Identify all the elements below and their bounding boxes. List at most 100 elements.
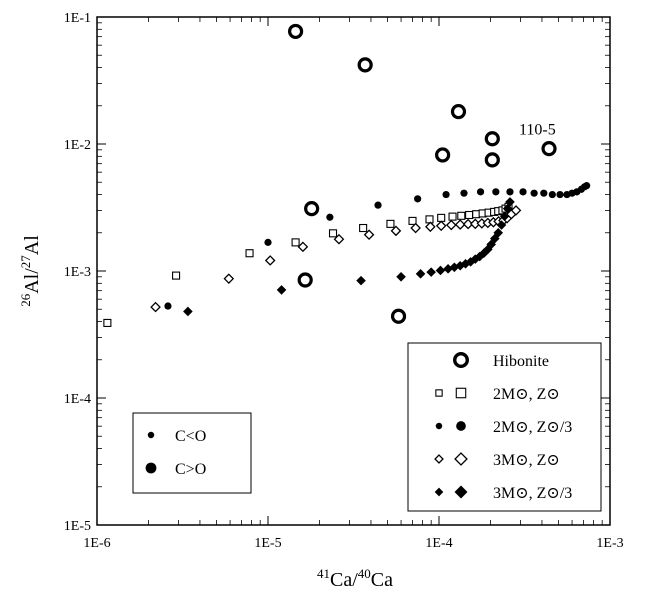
data-point [496, 220, 507, 230]
data-point [483, 244, 493, 255]
legend-marker-small [435, 389, 443, 397]
data-point-shape [164, 302, 172, 310]
data-point-shape [435, 147, 451, 163]
data-point [414, 195, 422, 203]
x-axis-label-sup1: 41 [317, 566, 330, 581]
data-point [548, 190, 556, 199]
y-tick-label: 1E-4 [64, 392, 91, 407]
legend-marker-large-shape [454, 452, 468, 466]
data-point-shape [297, 241, 309, 253]
data-point [519, 188, 527, 196]
legend-label: C>O [175, 461, 206, 478]
data-point [455, 260, 465, 271]
data-point-shape [425, 215, 434, 224]
data-point-shape [519, 188, 527, 196]
data-point [287, 23, 304, 40]
series-open-diamond [150, 205, 522, 313]
data-point-shape [530, 189, 538, 197]
data-point [493, 227, 504, 238]
legend-marker-small-shape [435, 422, 443, 430]
legend-marker-small-shape [434, 487, 444, 497]
x-axis-label-base1: Ca/ [330, 569, 358, 591]
legend-marker-large-shape [454, 485, 468, 499]
data-point [363, 229, 375, 241]
legend-marker-large [454, 452, 468, 466]
data-point-shape [506, 188, 514, 196]
data-point-shape [328, 229, 338, 238]
data-point [390, 308, 407, 324]
y-tick-label: 1E-5 [64, 519, 91, 534]
x-tick-label: 1E-3 [596, 536, 623, 551]
data-point [530, 189, 538, 197]
data-point-shape [493, 227, 504, 238]
data-point-shape [103, 318, 112, 327]
data-point-shape [435, 265, 446, 276]
data-point-shape [326, 213, 334, 221]
x-axis-label-base2: Ca [371, 569, 393, 591]
y-axis-label-sup2: 27 [18, 255, 33, 269]
data-point [223, 273, 235, 285]
data-point-shape [460, 189, 468, 197]
data-point-shape [548, 190, 556, 199]
data-point [410, 222, 421, 234]
data-point-shape [435, 220, 447, 232]
data-point-shape [490, 233, 500, 244]
data-point [396, 272, 406, 282]
legend-marker-large [456, 421, 466, 431]
tick-labels: 1E-6 1E-5 1E-4 1E-3 1E-5 1E-4 1E-3 1E-2 1E-1 [64, 11, 624, 551]
data-point-shape [442, 190, 450, 199]
data-point [442, 190, 450, 199]
data-point-shape [264, 255, 276, 266]
data-point-shape [510, 205, 522, 216]
data-point-shape [414, 195, 422, 203]
legend-marker [145, 462, 157, 474]
data-point [492, 188, 500, 196]
legend-right-item: 2M⊙, Z⊙/3 [435, 419, 572, 436]
data-point [583, 182, 591, 190]
legend-right-item: 3M⊙, Z⊙ [434, 452, 560, 469]
data-point [510, 205, 522, 216]
data-point [356, 275, 366, 286]
axis-ticks [96, 16, 611, 526]
x-axis-label: 41Ca/40Ca [317, 566, 393, 591]
data-point [291, 238, 300, 247]
data-point-shape [291, 238, 300, 247]
data-point-shape [245, 249, 254, 258]
data-point-shape [454, 219, 466, 230]
data-point-shape [492, 188, 500, 196]
data-point-shape [474, 251, 485, 262]
data-point [435, 265, 446, 276]
y-axis-label-base1: Al/ [21, 268, 43, 294]
legend-marker-large [454, 485, 468, 499]
legend-marker-small [434, 487, 444, 497]
data-point-shape [374, 201, 382, 209]
data-point [454, 219, 466, 230]
series-ring [287, 23, 557, 324]
data-point-shape [333, 233, 345, 245]
data-point [540, 189, 548, 197]
data-point [357, 57, 373, 73]
data-point-shape [483, 244, 493, 255]
data-point [390, 225, 402, 237]
data-point [448, 212, 457, 221]
data-point-shape [583, 182, 591, 190]
legend-marker-large [455, 387, 467, 399]
data-point [304, 200, 320, 217]
data-point-shape [183, 306, 193, 317]
x-tick-label: 1E-5 [254, 536, 281, 551]
series-filled-circle [164, 182, 591, 310]
data-point [437, 213, 446, 222]
x-axis-label-sup2: 40 [358, 566, 371, 581]
data-point-shape [556, 190, 564, 199]
data-point [445, 219, 457, 231]
legend-marker-shape [145, 462, 157, 474]
data-point-shape [390, 225, 402, 237]
data-point [415, 269, 426, 279]
legend-marker [453, 352, 469, 368]
data-point [484, 131, 500, 147]
legend-label: 3M⊙, Z⊙/3 [493, 485, 572, 502]
legend-marker-shape [453, 352, 469, 368]
data-point-shape [408, 216, 417, 225]
data-point-shape [390, 308, 407, 324]
data-point [164, 302, 172, 310]
